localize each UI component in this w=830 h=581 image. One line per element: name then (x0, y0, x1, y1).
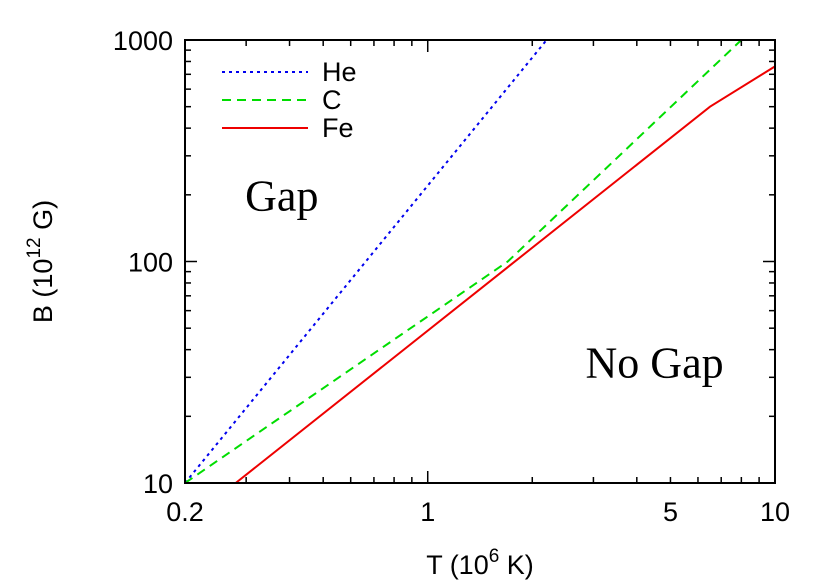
y-tick-label: 10 (143, 469, 173, 499)
series-line-he (185, 40, 548, 483)
x-tick-label: 1 (420, 497, 435, 527)
x-tick-label: 10 (760, 497, 790, 527)
x-axis-title: T (106 K) (426, 546, 534, 580)
legend-label-c: C (322, 85, 342, 115)
series-layer (185, 40, 775, 483)
series-line-c (185, 40, 742, 483)
plot-frame (184, 39, 776, 484)
legend-label-he: He (322, 57, 357, 87)
y-tick-label: 100 (128, 248, 173, 278)
x-tick-label: 0.2 (166, 497, 204, 527)
region-label: No Gap (586, 338, 724, 387)
ticks-layer: 0.2 1 5 10 10 100 1000 (113, 26, 790, 527)
series-line-fe (235, 65, 775, 483)
x-tick-label: 5 (663, 497, 678, 527)
legend-label-fe: Fe (322, 113, 354, 143)
region-label: Gap (245, 171, 318, 220)
y-axis-title: B (1012 G) (24, 200, 58, 323)
y-tick-label: 1000 (113, 26, 173, 56)
annotations-layer: Gap No Gap (245, 171, 723, 387)
